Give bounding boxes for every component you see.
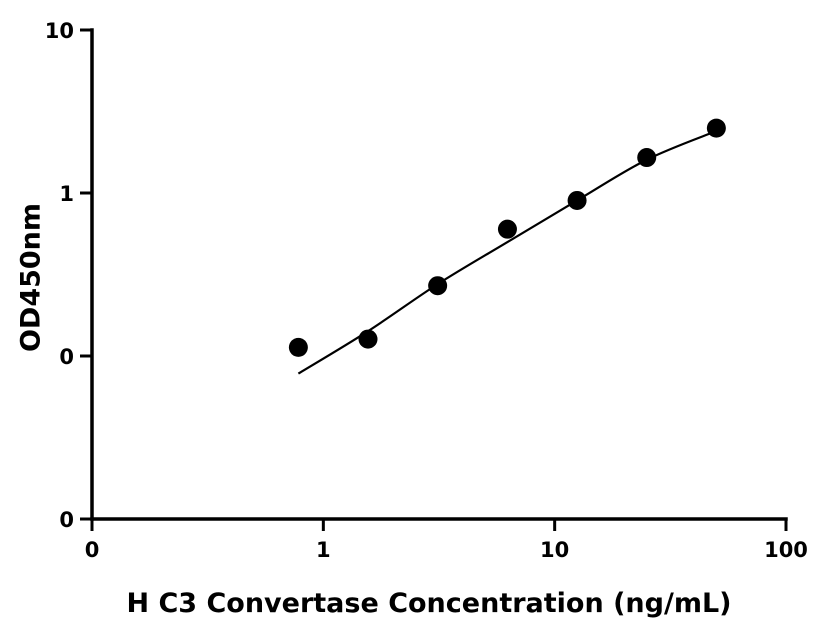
y-axis-ticks: 0 0 1 10	[45, 19, 92, 532]
x-tick-label: 100	[764, 538, 808, 562]
x-axis-ticks: 0 1 10 100	[85, 519, 808, 562]
x-tick-label: 10	[540, 538, 569, 562]
y-tick-label: 0	[59, 345, 74, 369]
data-points	[288, 118, 726, 357]
y-tick-label: 10	[45, 19, 74, 43]
data-point	[637, 148, 657, 168]
x-axis-title: H C3 Convertase Concentration (ng/mL)	[126, 588, 731, 619]
data-point	[706, 118, 726, 138]
axes	[90, 28, 788, 521]
x-tick-label: 0	[85, 538, 100, 562]
data-point	[567, 190, 587, 210]
data-point	[358, 329, 378, 349]
x-tick-label: 1	[316, 538, 331, 562]
y-tick-label: 0	[59, 508, 74, 532]
y-axis-title: OD450nm	[15, 203, 46, 352]
y-tick-label: 1	[59, 182, 74, 206]
data-point	[497, 219, 517, 239]
data-point	[428, 276, 448, 296]
data-point	[288, 337, 308, 357]
